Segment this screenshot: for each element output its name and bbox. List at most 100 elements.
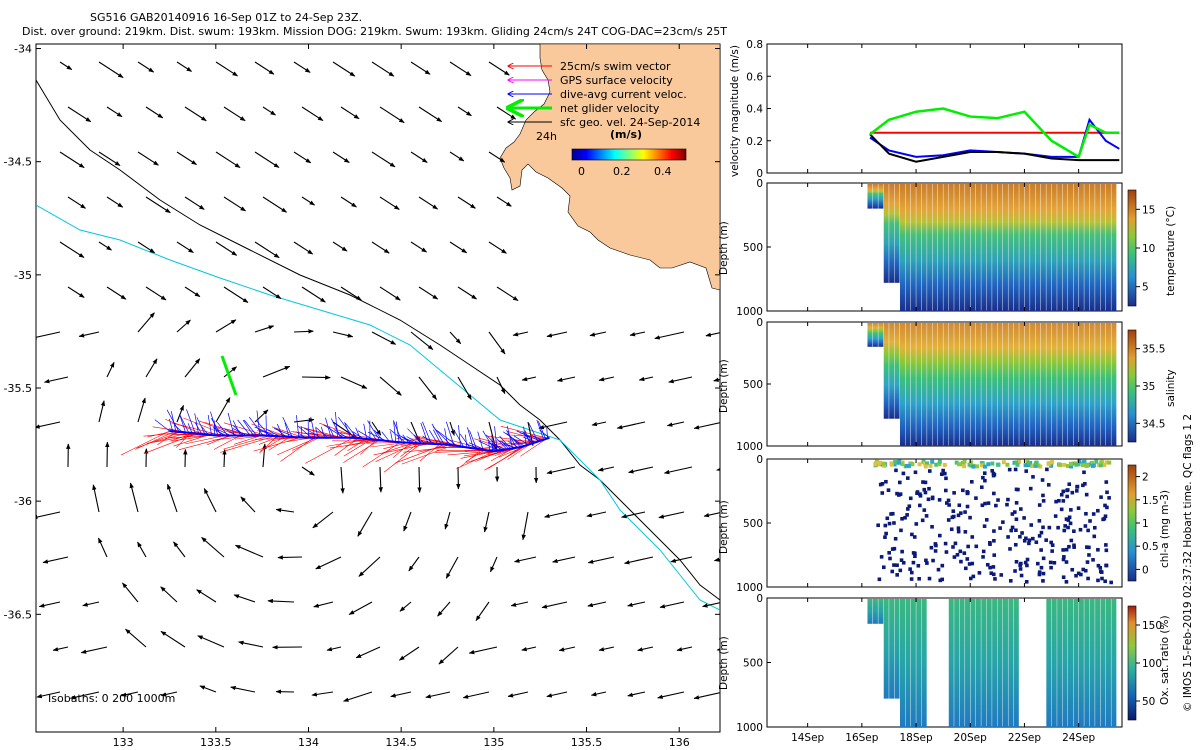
- geostrophic-arrow: [379, 376, 402, 396]
- chla-surface-point: [1104, 460, 1109, 465]
- geostrophic-arrow: [716, 466, 720, 472]
- chla-deep-point: [1104, 543, 1108, 547]
- geostrophic-velocity-field: [36, 61, 720, 702]
- profile-column: [910, 323, 916, 446]
- dive-avg-current-vector: [458, 425, 461, 447]
- chla-deep-point: [1041, 525, 1045, 530]
- dive-avg-current-vector: [524, 430, 531, 445]
- oxygen-colorbar: [1127, 605, 1137, 721]
- profile-column: [921, 184, 927, 311]
- swim-vector: [165, 435, 215, 439]
- chla-deep-point: [945, 501, 949, 505]
- chla-deep-point: [1096, 578, 1100, 583]
- swim-vector: [178, 435, 233, 451]
- chla-deep-point: [1046, 483, 1051, 487]
- profile-column: [1095, 599, 1101, 727]
- swim-vector: [185, 435, 225, 445]
- chla-deep-point: [1098, 569, 1103, 574]
- dive-avg-current-vector: [154, 419, 170, 432]
- profile-column: [981, 599, 987, 727]
- dive-avg-current-vector: [179, 413, 190, 434]
- chla-deep-point: [958, 549, 963, 554]
- chla-deep-point: [1086, 528, 1090, 533]
- geostrophic-arrow: [468, 646, 498, 655]
- dive-avg-current-vector: [370, 431, 377, 441]
- dive-avg-current-vector: [237, 419, 251, 436]
- chla-deep-point: [892, 521, 896, 525]
- geostrophic-arrow: [184, 196, 205, 210]
- geostrophic-arrow: [59, 241, 85, 258]
- dive-avg-current-vector: [502, 431, 525, 447]
- geostrophic-arrow: [196, 589, 217, 603]
- chla-deep-point: [1061, 499, 1066, 503]
- time-tick-label: 20Sep: [954, 732, 987, 744]
- chla-deep-point: [1067, 482, 1072, 487]
- dive-avg-current-vector: [187, 423, 193, 434]
- oxygen-panel: 0 500 1000 Depth (m) 150 100 50 Ox. sat. rat…: [718, 593, 1171, 734]
- chla-deep-point: [926, 497, 931, 502]
- chla-deep-point: [918, 494, 923, 498]
- chla-surface-point: [928, 463, 933, 468]
- profile-column: [889, 184, 895, 283]
- chla-surface-point: [969, 460, 974, 465]
- profile-column: [986, 184, 992, 311]
- colorbar-tick-label: 2: [1142, 472, 1149, 484]
- chla-deep-point: [1099, 495, 1103, 499]
- dive-avg-current-vector: [381, 431, 390, 442]
- profile-column: [889, 323, 895, 419]
- profile-column: [905, 599, 911, 727]
- dive-avg-current-vector: [333, 429, 348, 439]
- geostrophic-arrow: [223, 106, 246, 122]
- profile-column: [1013, 599, 1019, 727]
- geostrophic-arrow: [230, 685, 256, 693]
- geostrophic-arrow: [137, 312, 155, 333]
- chla-deep-point: [1024, 469, 1029, 473]
- swim-vector: [146, 433, 201, 444]
- chla-deep-point: [1025, 557, 1030, 562]
- profile-column: [1068, 323, 1074, 446]
- geostrophic-arrow: [215, 397, 231, 423]
- colorbar-tick-label: 15: [1142, 204, 1155, 216]
- chla-deep-point: [956, 513, 961, 518]
- dive-avg-current-vector: [367, 431, 387, 442]
- dive-avg-current-vector: [528, 423, 539, 442]
- profile-column: [883, 184, 889, 283]
- geostrophic-arrow: [705, 332, 720, 337]
- chla-deep-point: [1037, 534, 1042, 538]
- colorbar-tick-label: 35.5: [1142, 344, 1165, 356]
- geostrophic-arrow: [629, 331, 646, 337]
- geostrophic-arrow: [67, 196, 86, 209]
- dive-avg-current-vector: [211, 417, 222, 436]
- chla-deep-point: [1040, 478, 1045, 482]
- profile-column: [1111, 323, 1117, 446]
- geostrophic-arrow: [521, 511, 529, 541]
- geostrophic-arrow: [457, 196, 476, 209]
- chla-deep-point: [1062, 528, 1067, 533]
- chla-deep-point: [1031, 536, 1035, 541]
- dive-avg-current-vector: [467, 427, 474, 449]
- geostrophic-arrow: [521, 646, 537, 652]
- profile-column: [916, 599, 922, 727]
- chla-deep-point: [955, 552, 960, 557]
- chla-deep-point: [991, 565, 996, 569]
- profile-column: [1105, 184, 1111, 311]
- geostrophic-arrow: [223, 196, 247, 212]
- chla-deep-point: [887, 521, 892, 526]
- chla-deep-point: [1047, 525, 1052, 530]
- geostrophic-arrow: [254, 61, 275, 75]
- profile-column: [1040, 184, 1046, 311]
- profile-column: [1024, 323, 1030, 446]
- profile-column: [867, 323, 873, 347]
- glider-vector-layer: [120, 355, 550, 473]
- geostrophic-arrow: [657, 691, 685, 699]
- chla-deep-point: [1037, 572, 1042, 577]
- map-x-tick-label: 133: [113, 736, 134, 749]
- chla-deep-point: [1067, 544, 1071, 549]
- map-y-tick-label: -35: [14, 269, 32, 282]
- geostrophic-arrow: [659, 601, 685, 609]
- dive-avg-current-vector: [499, 435, 511, 449]
- geostrophic-arrow: [199, 685, 217, 693]
- chla-deep-point: [880, 491, 885, 495]
- chla-deep-point: [908, 496, 913, 501]
- geostrophic-arrow: [371, 421, 382, 436]
